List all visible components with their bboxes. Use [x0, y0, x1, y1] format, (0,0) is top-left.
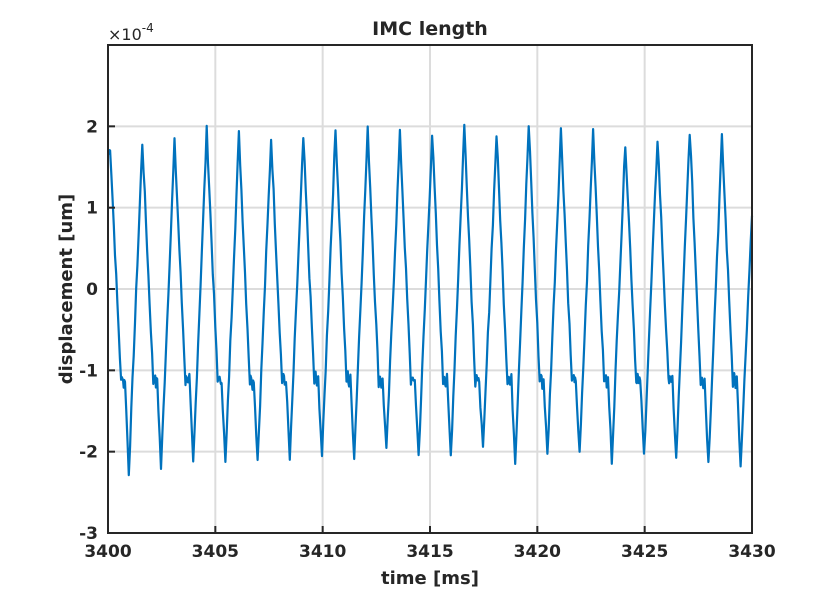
- y-tick-label: -1: [79, 361, 98, 381]
- y-axis-label: displacement [um]: [56, 194, 77, 385]
- plot-area: [106, 123, 754, 477]
- x-tick-label: 3405: [192, 542, 239, 562]
- chart-title: IMC length: [372, 18, 488, 40]
- x-tick-label: 3420: [514, 542, 561, 562]
- x-tick-label: 3410: [299, 542, 346, 562]
- series-line: [106, 123, 754, 477]
- y-tick-label: -2: [79, 443, 98, 463]
- y-exponent-label: ×10-4: [108, 21, 154, 44]
- x-tick-label: 3400: [84, 542, 131, 562]
- y-exponent-base: ×10: [108, 25, 142, 44]
- y-exponent-power: -4: [142, 21, 154, 35]
- y-tick-label: -3: [79, 524, 98, 544]
- x-tick-label: 3425: [621, 542, 668, 562]
- y-tick-label: 2: [86, 117, 98, 137]
- y-tick-label: 1: [86, 199, 98, 219]
- x-axis-label: time [ms]: [381, 568, 479, 589]
- x-tick-label: 3430: [728, 542, 775, 562]
- grid: [107, 45, 753, 534]
- ticks: 3400 3405 3410 3415 3420 3425 3430 -3 -2 -1 0 1 2: [79, 117, 776, 562]
- y-tick-label: 0: [86, 280, 98, 300]
- x-tick-label: 3415: [406, 542, 453, 562]
